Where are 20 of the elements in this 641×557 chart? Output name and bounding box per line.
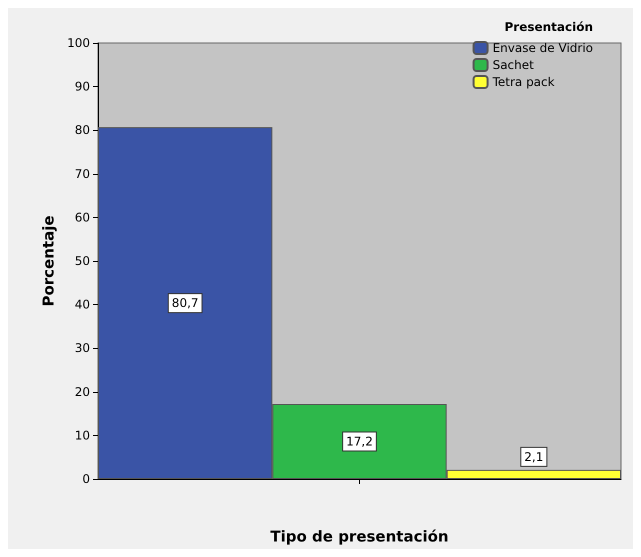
y-tick-label: 90 <box>74 80 90 94</box>
y-axis-title: Porcentaje <box>40 215 58 307</box>
x-axis-title: Tipo de presentación <box>270 528 449 546</box>
y-tick-label: 10 <box>74 428 90 442</box>
data-label: 17,2 <box>346 434 373 449</box>
y-tick-label: 0 <box>82 472 90 486</box>
y-tick-label: 80 <box>74 123 90 138</box>
data-label: 80,7 <box>172 296 199 310</box>
y-tick-label: 20 <box>74 384 90 399</box>
data-label: 2,1 <box>524 450 544 464</box>
y-tick-label: 60 <box>74 210 90 224</box>
legend-label: Envase de Vidrio <box>492 41 594 55</box>
y-tick-label: 70 <box>74 166 90 181</box>
legend-label: Sachet <box>492 58 534 72</box>
y-tick-label: 30 <box>74 341 90 356</box>
y-tick-label: 50 <box>74 254 90 268</box>
y-tick-label: 40 <box>74 298 90 312</box>
legend-title: Presentación <box>504 20 594 34</box>
legend-label: Tetra pack <box>492 75 555 89</box>
y-tick-label: 100 <box>67 36 90 50</box>
